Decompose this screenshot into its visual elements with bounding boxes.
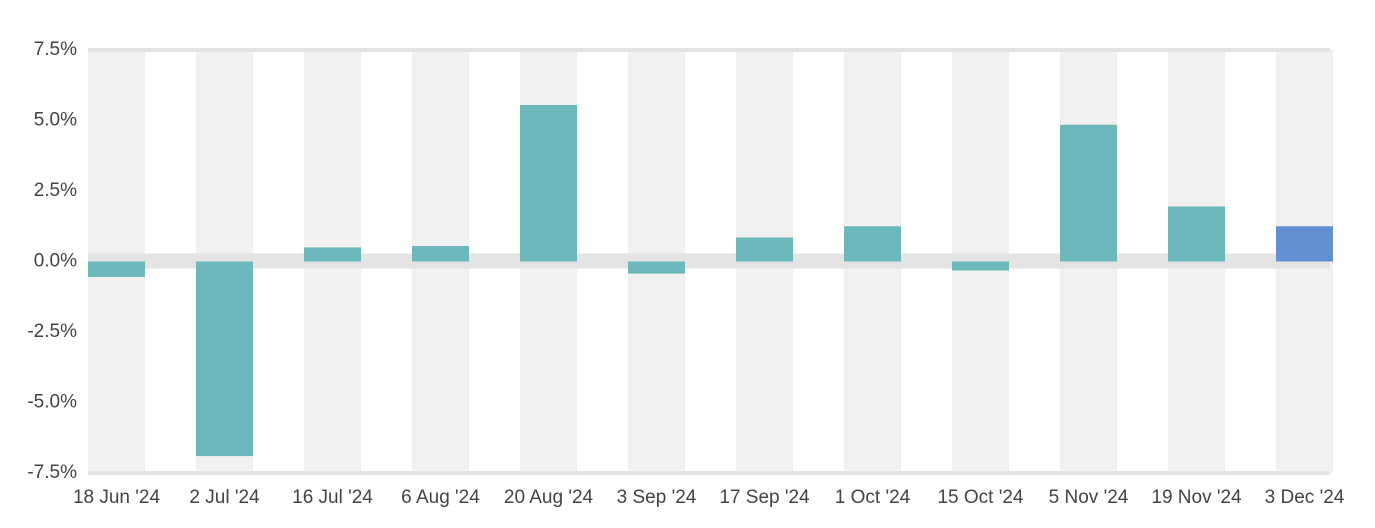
bar	[304, 247, 361, 262]
bar	[952, 261, 1009, 271]
x-tick-label: 3 Dec '24	[1265, 487, 1345, 508]
x-tick-label: 16 Jul '24	[292, 487, 373, 508]
x-tick-label: 18 Jun '24	[73, 487, 161, 508]
zero-band	[88, 253, 1330, 269]
y-tick-label: 0.0%	[34, 251, 77, 272]
bar	[88, 261, 145, 278]
x-tick-label: 6 Aug '24	[401, 487, 480, 508]
y-tick-label: 5.0%	[34, 110, 77, 131]
x-tick-label: 15 Oct '24	[937, 487, 1023, 508]
x-tick-label: 19 Nov '24	[1151, 487, 1242, 508]
bar	[520, 104, 577, 262]
y-tick-label: 7.5%	[34, 39, 77, 60]
x-tick-label: 1 Oct '24	[835, 487, 911, 508]
x-tick-label: 2 Jul '24	[189, 487, 260, 508]
bar	[628, 261, 685, 274]
bar	[1276, 226, 1333, 262]
bar	[736, 237, 793, 262]
x-tick-label: 20 Aug '24	[504, 487, 594, 508]
bar	[412, 245, 469, 262]
y-tick-label: 2.5%	[34, 180, 77, 201]
x-tick-label: 17 Sep '24	[719, 487, 810, 508]
y-tick-label: -5.0%	[27, 392, 77, 413]
bar	[1168, 206, 1225, 262]
x-tick-label: 5 Nov '24	[1049, 487, 1129, 508]
bar	[844, 226, 901, 262]
bar	[1060, 124, 1117, 262]
y-tick-label: -2.5%	[27, 321, 77, 342]
y-tick-label: -7.5%	[27, 462, 77, 483]
bar	[196, 261, 253, 457]
x-tick-label: 3 Sep '24	[617, 487, 697, 508]
